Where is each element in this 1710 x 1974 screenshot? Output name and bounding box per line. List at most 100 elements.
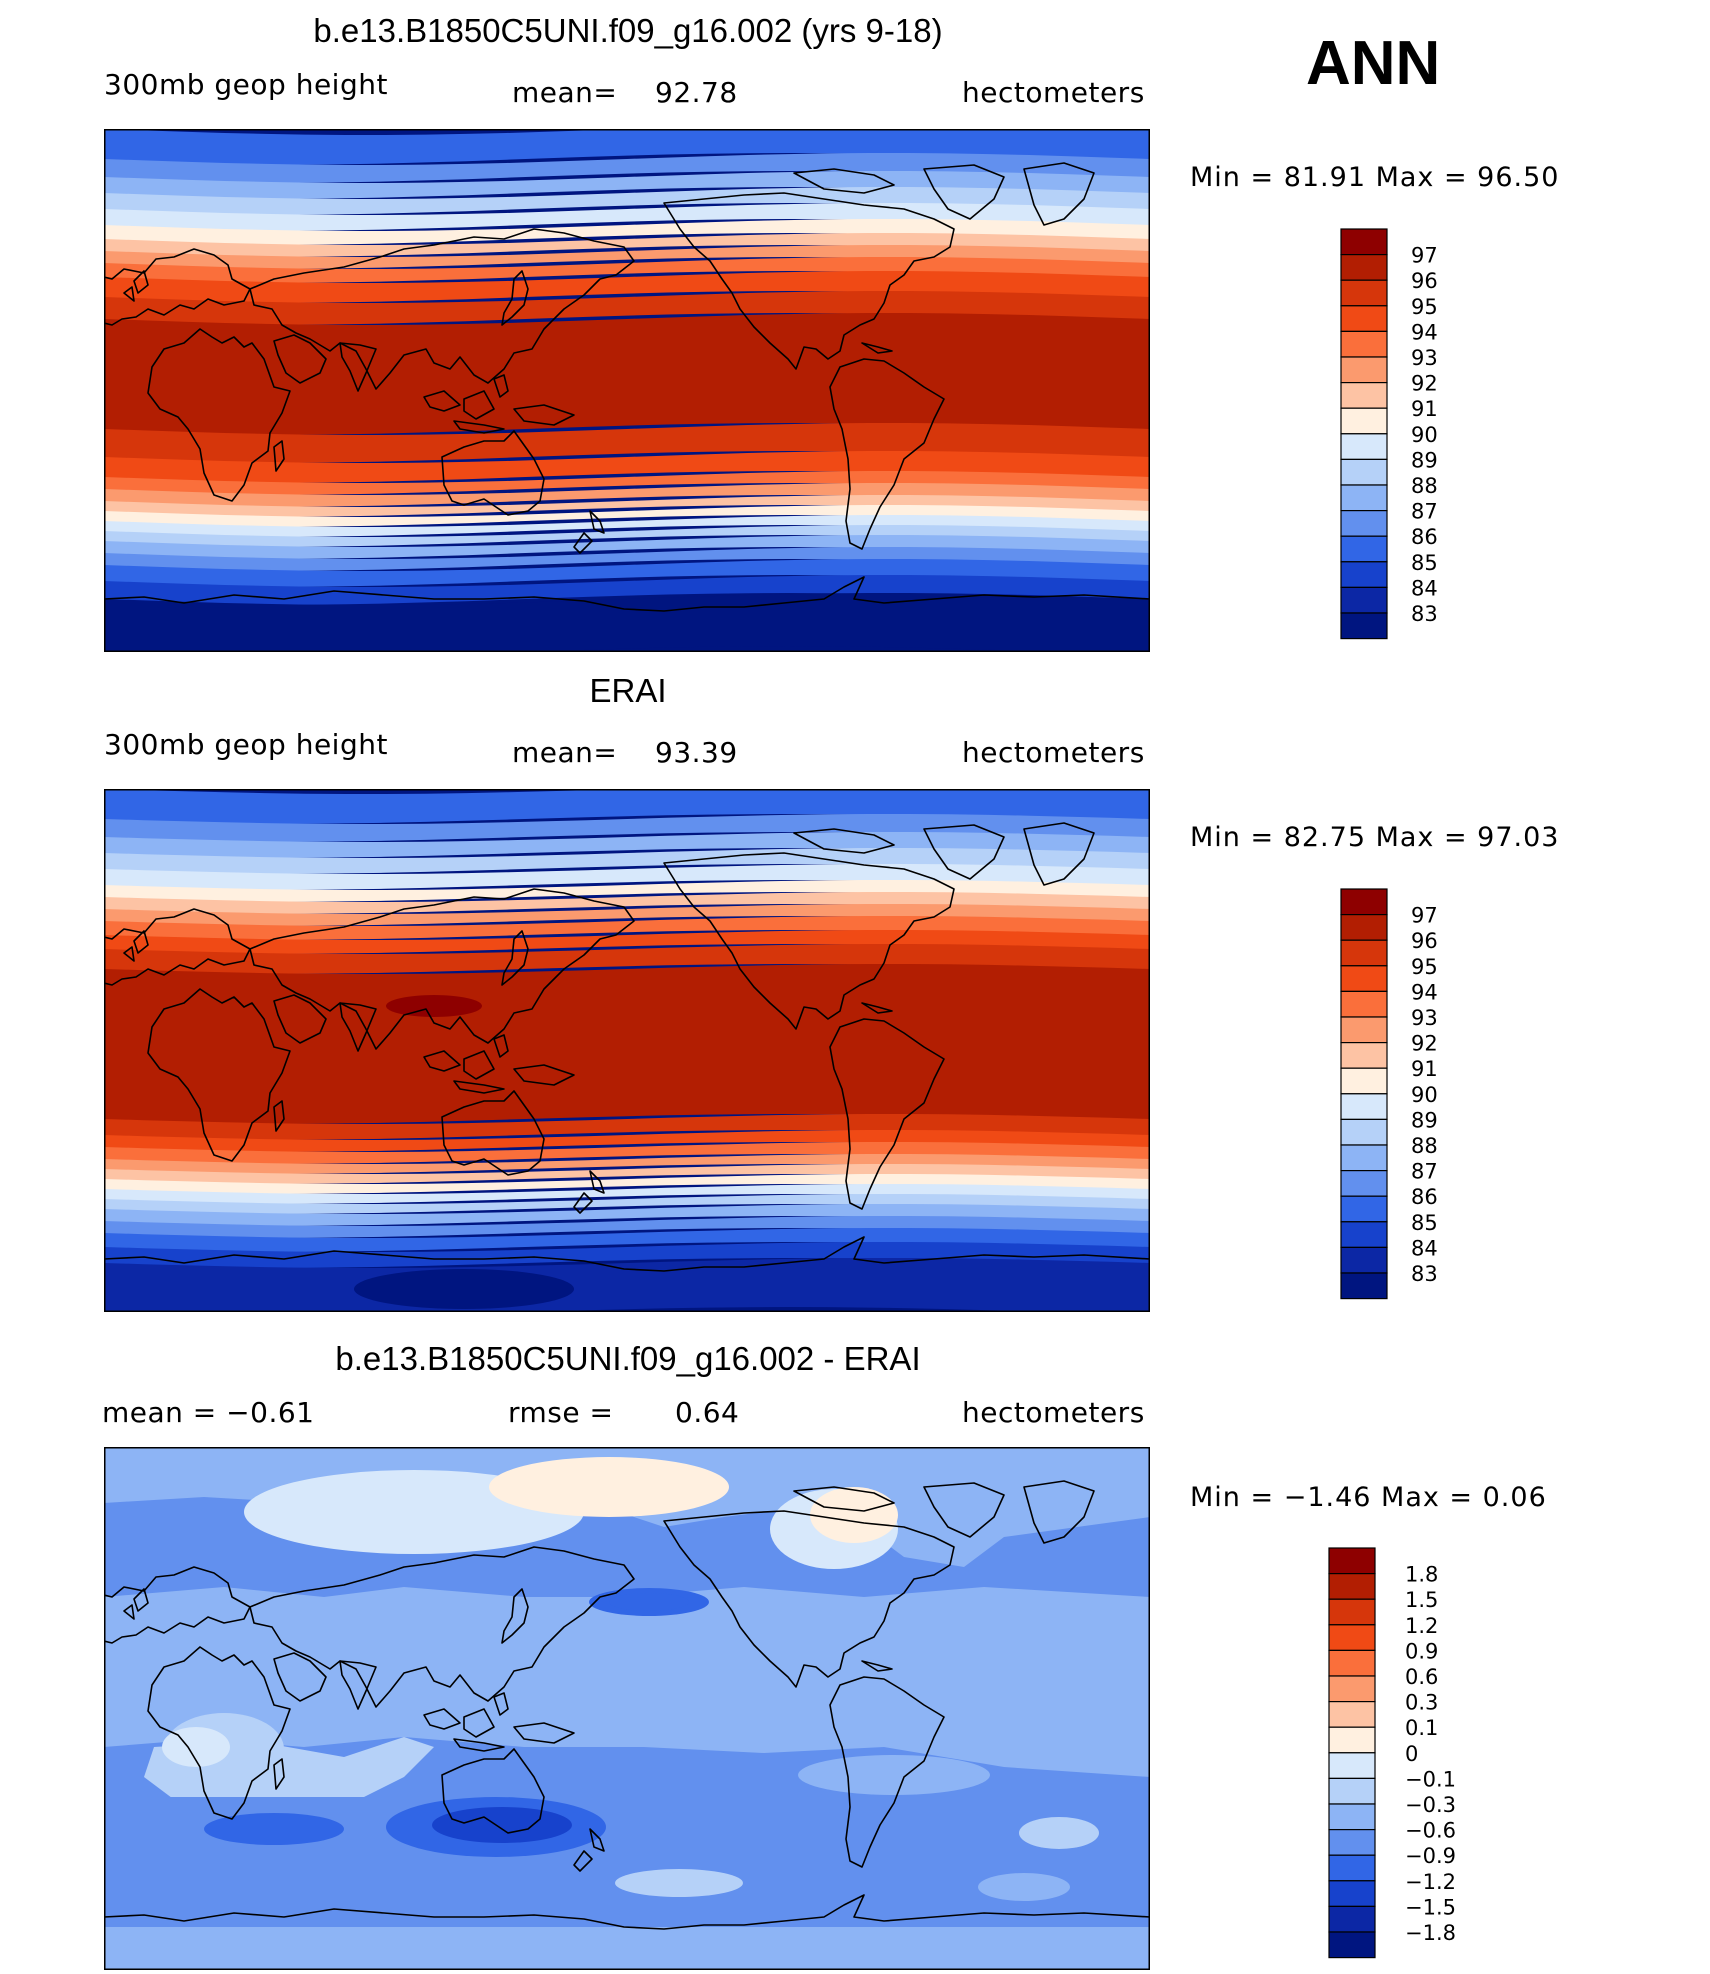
- max-cell: [386, 995, 482, 1017]
- contour-cell: [204, 1813, 344, 1845]
- panel-1-colorbar: 97 96 95 94 93 92 91 90 89 88 87 86 85 84 83: [1340, 228, 1461, 645]
- panel-3-colorbar: 1.8 1.5 1.2 0.9 0.6 0.3 0.1 0 −0.1 −0.3 −0.6 −0.9 −1…: [1328, 1547, 1459, 1964]
- colorbar-swatch: [1328, 1598, 1376, 1626]
- contour-band: [104, 245, 1150, 269]
- contour-band: [104, 271, 1150, 303]
- colorbar-swatch: [1340, 382, 1388, 409]
- contour-band: [104, 1164, 1150, 1184]
- colorbar-tick-label: −1.8: [1405, 1921, 1456, 1945]
- colorbar-swatch: [1328, 1624, 1376, 1652]
- contour-cell: [609, 1593, 689, 1611]
- colorbar-swatch: [1340, 433, 1388, 461]
- colorbar-swatch: [1328, 1803, 1376, 1831]
- colorbar-swatch: [1340, 254, 1388, 281]
- colorbar-swatch: [1328, 1649, 1376, 1677]
- contour-band: [104, 916, 1150, 940]
- panel-1-variable-label: 300mb geop height: [104, 68, 388, 101]
- contour-band: [104, 1927, 1150, 1970]
- colorbar-swatch: [1328, 1547, 1376, 1575]
- contour-band: [104, 187, 1150, 215]
- contour-band: [104, 535, 1150, 559]
- colorbar-swatch: [1340, 484, 1388, 512]
- colorbar-tick-label: 84: [1411, 576, 1438, 600]
- colorbar-swatch: [1340, 1118, 1388, 1146]
- colorbar-swatch: [1328, 1854, 1376, 1882]
- contour-band: [104, 1204, 1150, 1226]
- colorbar-swatch: [1340, 535, 1388, 563]
- colorbar-tick-label: −0.6: [1405, 1819, 1456, 1843]
- colorbar-tick-label: −0.3: [1405, 1793, 1456, 1817]
- colorbar-tick-label: 1.2: [1405, 1614, 1438, 1638]
- colorbar-tick-label: 0.6: [1405, 1665, 1438, 1689]
- colorbar-swatch: [1328, 1675, 1376, 1703]
- colorbar-tick-label: −0.1: [1405, 1767, 1456, 1791]
- panel-3-rmse-label: rmse =: [508, 1396, 614, 1429]
- contour-band: [104, 848, 1150, 874]
- contour-cell: [1019, 1817, 1099, 1849]
- panel-1-frame: [104, 129, 1150, 652]
- panel-3-units: hectometers: [962, 1396, 1145, 1429]
- contour-band: [104, 451, 1150, 483]
- colorbar-tick-label: 1.8: [1405, 1563, 1438, 1587]
- contour-band: [104, 1258, 1150, 1312]
- panel-1-units: hectometers: [962, 76, 1145, 109]
- colorbar-tick-label: 91: [1411, 397, 1438, 421]
- contour-band: [104, 495, 1150, 517]
- panel-1-field: [104, 129, 1150, 652]
- colorbar-swatch: [1340, 305, 1388, 333]
- colorbar-swatch: [1340, 1195, 1388, 1223]
- colorbar-tick-label: 95: [1411, 955, 1438, 979]
- contour-band: [104, 1154, 1150, 1174]
- colorbar-swatch: [1340, 407, 1388, 435]
- colorbar-tick-label: 0: [1405, 1742, 1418, 1766]
- colorbar-swatch: [1340, 458, 1388, 486]
- contour-band: [104, 515, 1150, 537]
- colorbar-tick-label: 86: [1411, 525, 1438, 549]
- contour-band: [104, 1228, 1150, 1252]
- colorbar-tick-label: 88: [1411, 474, 1438, 498]
- colorbar-swatch: [1328, 1573, 1376, 1600]
- contour-band: [104, 233, 1150, 257]
- contour-band: [104, 593, 1150, 652]
- contour-band: [104, 203, 1150, 231]
- colorbar-tick-label: 92: [1411, 1032, 1438, 1056]
- colorbar-tick-label: 85: [1411, 1211, 1438, 1235]
- colorbar-tick-label: 93: [1411, 1006, 1438, 1030]
- colorbar-tick-label: 97: [1411, 244, 1438, 268]
- colorbar-tick-label: 94: [1411, 980, 1438, 1004]
- colorbar-swatch: [1340, 888, 1388, 916]
- colorbar-tick-label: 94: [1411, 320, 1438, 344]
- panel-1-title: b.e13.B1850C5UNI.f09_g16.002 (yrs 9-18): [313, 12, 943, 49]
- colorbar-swatch: [1340, 1016, 1388, 1044]
- colorbar-tick-label: 86: [1411, 1185, 1438, 1209]
- colorbar-swatch: [1340, 1067, 1388, 1095]
- colorbar-swatch: [1328, 1701, 1376, 1728]
- contour-cell: [384, 1877, 444, 1897]
- contour-band: [104, 1184, 1150, 1204]
- colorbar-swatch: [1340, 1093, 1388, 1121]
- contour-band: [104, 257, 1150, 283]
- panel-3-frame: [104, 1447, 1150, 1970]
- panel-2-mean-value: 93.39: [655, 736, 738, 769]
- contour-band: [104, 1194, 1150, 1214]
- contour-band: [104, 483, 1150, 507]
- colorbar-tick-label: 89: [1411, 448, 1438, 472]
- colorbar-swatch: [1340, 1170, 1388, 1197]
- contour-band: [104, 291, 1150, 325]
- panel-3-mean: mean = −0.61: [102, 1396, 315, 1429]
- season-label: ANN: [1306, 29, 1441, 98]
- contour-band: [104, 789, 1150, 824]
- colorbar-tick-label: 95: [1411, 295, 1438, 319]
- colorbar-tick-label: 90: [1411, 423, 1438, 447]
- colorbar-swatch: [1340, 1272, 1388, 1300]
- contour-band: [104, 1587, 1150, 1777]
- contour-cell: [810, 1487, 898, 1543]
- colorbar-tick-label: 0.9: [1405, 1639, 1438, 1663]
- colorbar-tick-label: 88: [1411, 1134, 1438, 1158]
- panel-3-title: b.e13.B1850C5UNI.f09_g16.002 - ERAI: [335, 1340, 921, 1377]
- contour-band: [104, 864, 1150, 890]
- contour-cell: [432, 1807, 572, 1843]
- panel-3-minmax: Min = −1.46 Max = 0.06: [1190, 1482, 1547, 1513]
- panel-2-frame: [104, 789, 1150, 1312]
- colorbar-tick-label: 96: [1411, 269, 1438, 293]
